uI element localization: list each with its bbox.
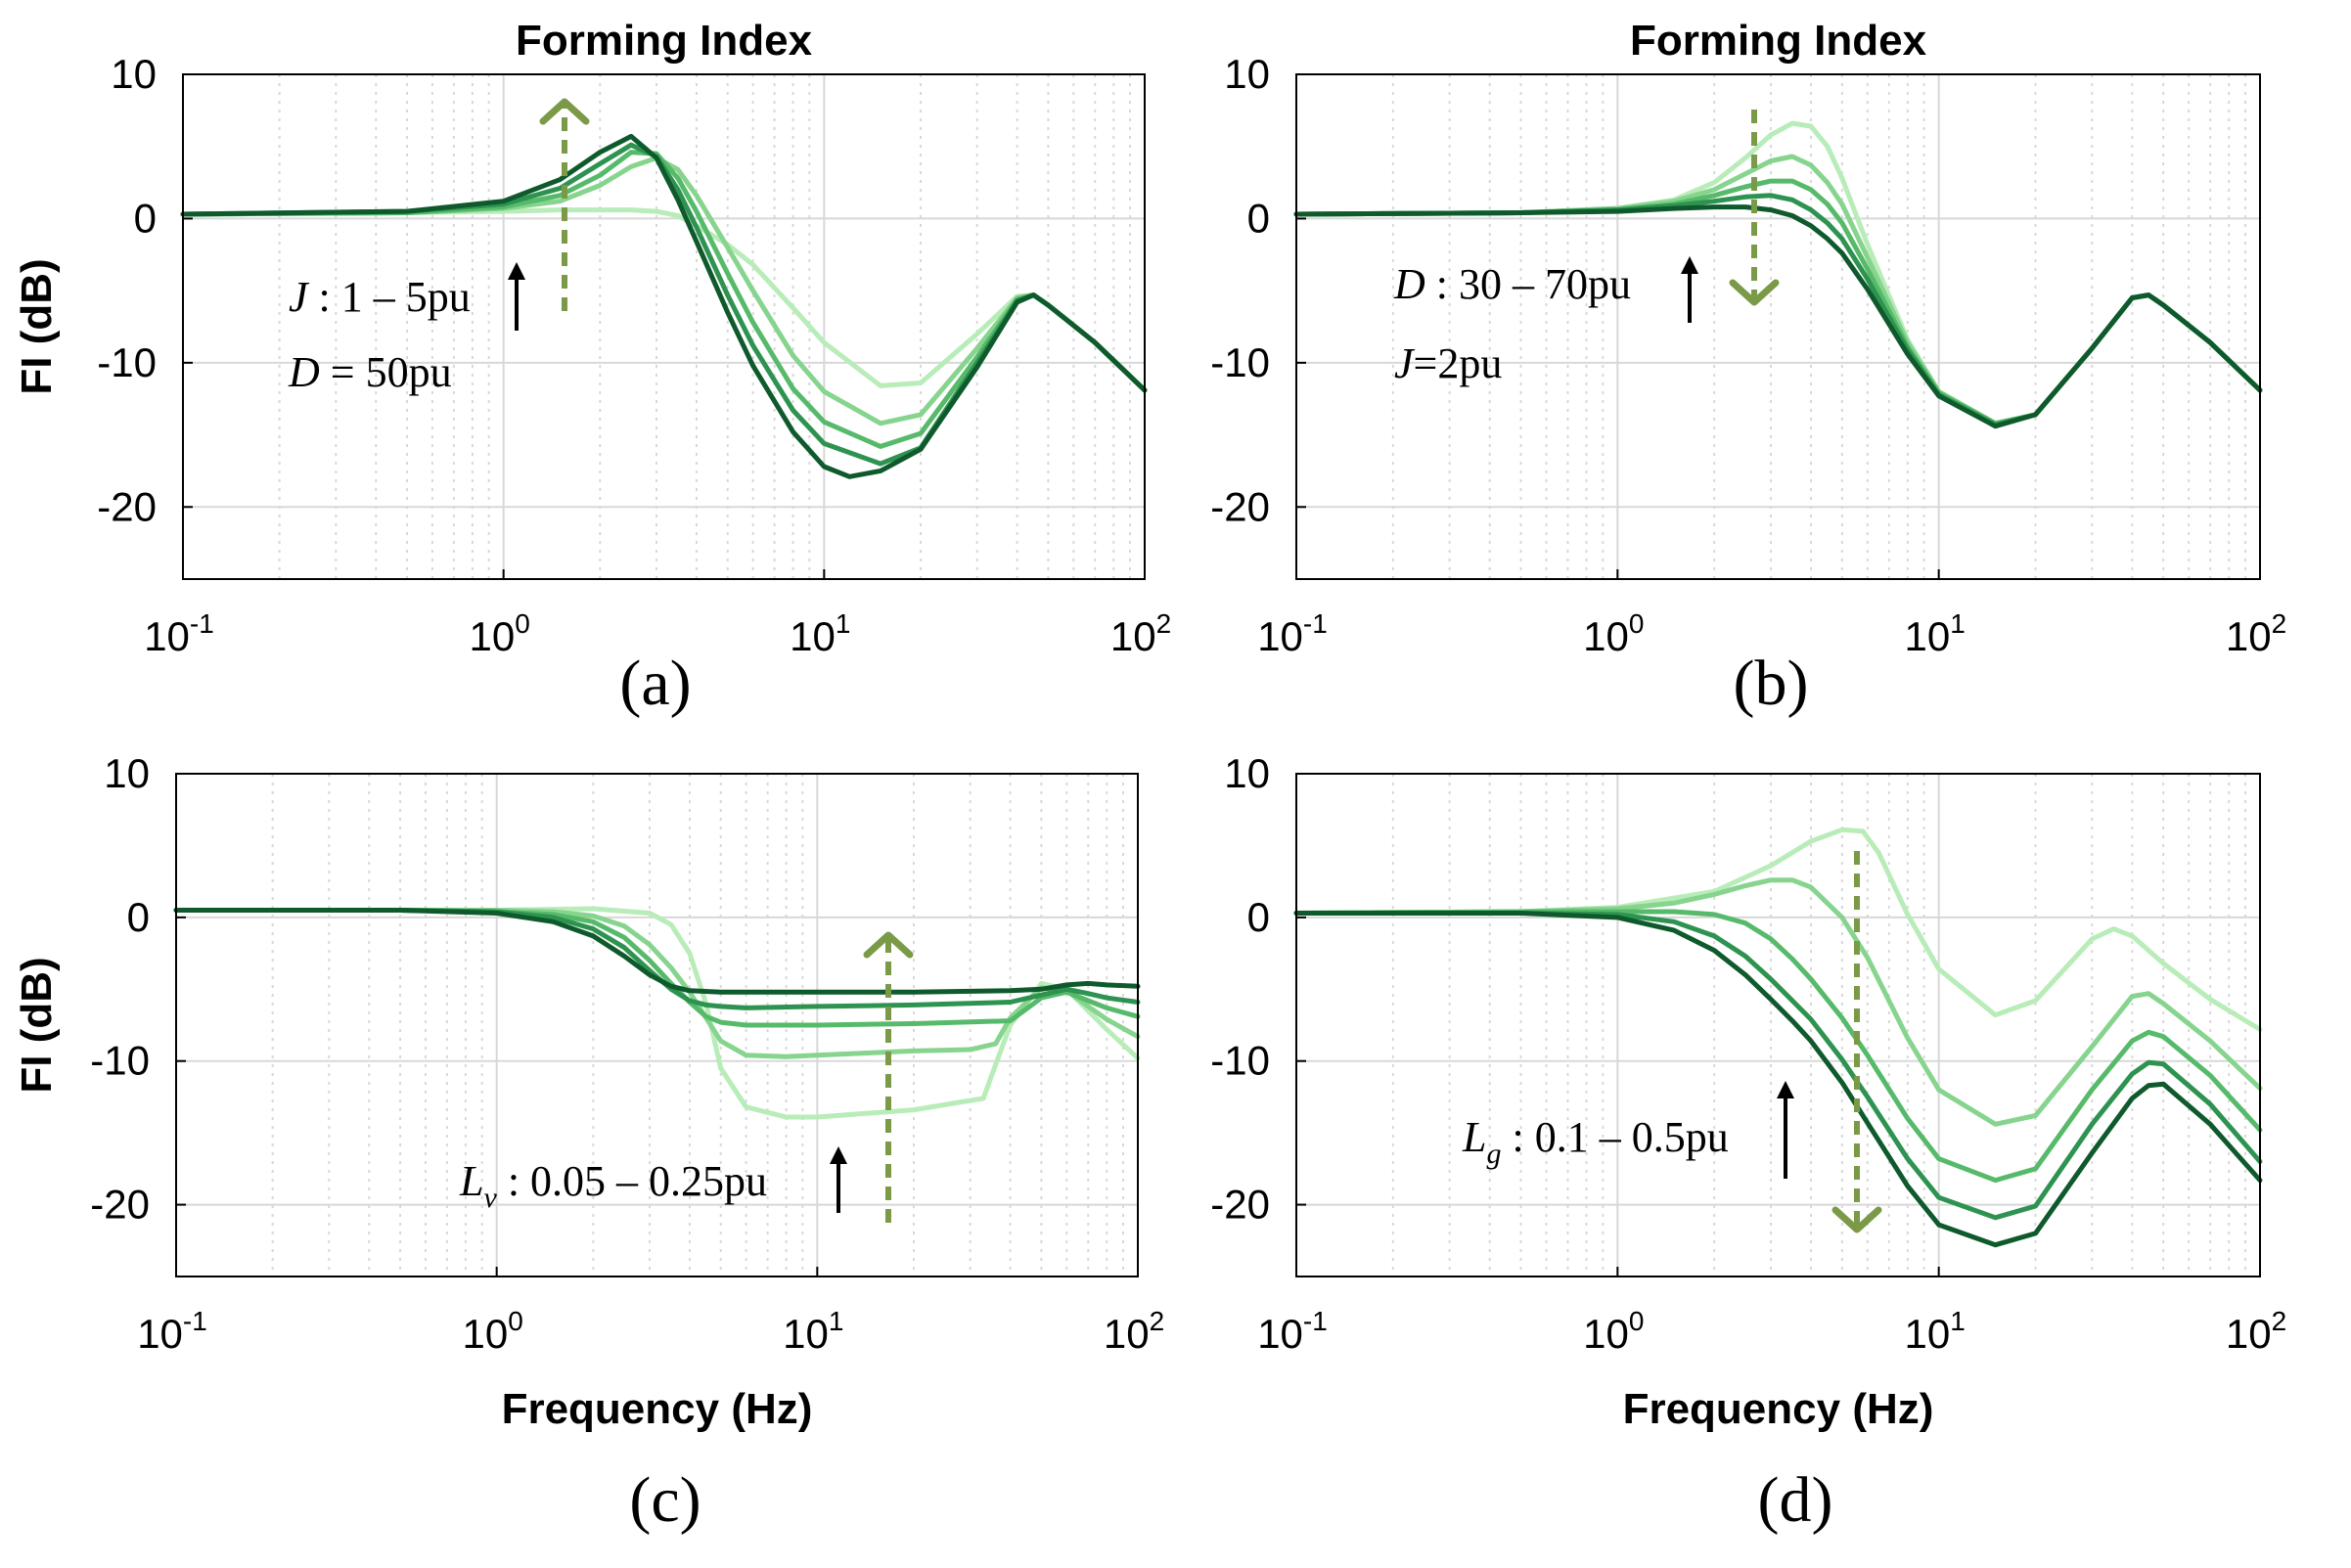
chart-title: Forming Index (516, 17, 813, 65)
x-tick-label: 101 (790, 608, 850, 659)
annotation-fixed: J=2pu (1394, 339, 1502, 387)
series-line-d-1 (1293, 827, 2263, 1032)
y-axis-label: FI (dB) (13, 258, 61, 394)
y-tick-label: -10 (1210, 1038, 1270, 1084)
y-tick-label: 10 (111, 51, 157, 97)
x-tick-label: 101 (1905, 608, 1966, 659)
series-line-a-5 (180, 133, 1148, 479)
y-tick-label: 0 (1247, 894, 1270, 940)
series-line-b-5 (1293, 204, 2263, 429)
annotation-range: Lg : 0.1 – 0.5pu (1462, 1113, 1729, 1170)
series-line-c-5 (173, 908, 1141, 995)
panel-label: (b) (1734, 648, 1809, 719)
trend-arrow-head (863, 931, 914, 959)
x-tick-label: 10-1 (1257, 608, 1328, 659)
y-tick-label: -20 (90, 1182, 150, 1228)
axes-frame (182, 73, 1146, 580)
increase-arrow-head (1681, 256, 1698, 274)
x-tick-label: 100 (470, 608, 530, 659)
x-tick-label: 100 (463, 1306, 523, 1357)
y-tick-label: -20 (1210, 483, 1270, 529)
panel-label: (c) (629, 1464, 701, 1536)
annotation-range: Lv : 0.05 – 0.25pu (459, 1157, 767, 1214)
y-tick-label: 10 (104, 750, 150, 796)
y-tick-label: -20 (1210, 1182, 1270, 1228)
axes-frame (1295, 773, 2261, 1277)
y-axis-label: FI (dB) (13, 957, 61, 1093)
series-line-c-4 (173, 908, 1141, 1010)
increase-arrow-head (508, 262, 525, 280)
x-tick-label: 102 (2226, 1306, 2286, 1357)
series-line-d-5 (1293, 911, 2263, 1248)
trend-arrow-head (1729, 279, 1780, 306)
series-line-c-3 (173, 908, 1141, 1028)
x-tick-label: 101 (783, 1306, 843, 1357)
panel-label: (a) (619, 648, 691, 719)
x-tick-label: 102 (1110, 608, 1171, 659)
x-tick-label: 102 (1104, 1306, 1164, 1357)
annotation-range: J : 1 – 5pu (289, 273, 471, 321)
series-line-d-4 (1293, 911, 2263, 1221)
y-tick-label: 10 (1224, 51, 1270, 97)
chart-title: Forming Index (1630, 17, 1927, 65)
x-tick-label: 101 (1905, 1306, 1966, 1357)
annotation-fixed: D = 50pu (288, 348, 452, 396)
increase-arrow-head (1777, 1081, 1794, 1098)
y-tick-label: -10 (97, 339, 157, 385)
y-tick-label: 0 (134, 195, 157, 241)
y-tick-label: 10 (1224, 750, 1270, 796)
axes-frame (1295, 73, 2261, 580)
y-tick-label: 0 (1247, 195, 1270, 241)
x-tick-label: 100 (1583, 1306, 1644, 1357)
y-tick-label: -10 (1210, 339, 1270, 385)
x-tick-label: 100 (1583, 608, 1644, 659)
x-tick-label: 10-1 (1257, 1306, 1328, 1357)
trend-arrow-head (539, 98, 590, 125)
series-line-d-2 (1293, 877, 2263, 1127)
increase-arrow-head (830, 1146, 847, 1164)
y-tick-label: -20 (97, 483, 157, 529)
panel-label: (d) (1758, 1464, 1833, 1536)
x-tick-label: 10-1 (144, 608, 214, 659)
trend-arrow-head (1831, 1206, 1882, 1233)
annotation-range: D : 30 – 70pu (1393, 260, 1631, 308)
series-line-d-3 (1293, 909, 2263, 1184)
x-axis-label: Frequency (Hz) (502, 1385, 813, 1433)
y-tick-label: 0 (127, 894, 150, 940)
x-tick-label: 10-1 (137, 1306, 207, 1357)
y-tick-label: -10 (90, 1038, 150, 1084)
x-axis-label: Frequency (Hz) (1623, 1385, 1934, 1433)
axes-frame (175, 773, 1139, 1277)
x-tick-label: 102 (2226, 608, 2286, 659)
